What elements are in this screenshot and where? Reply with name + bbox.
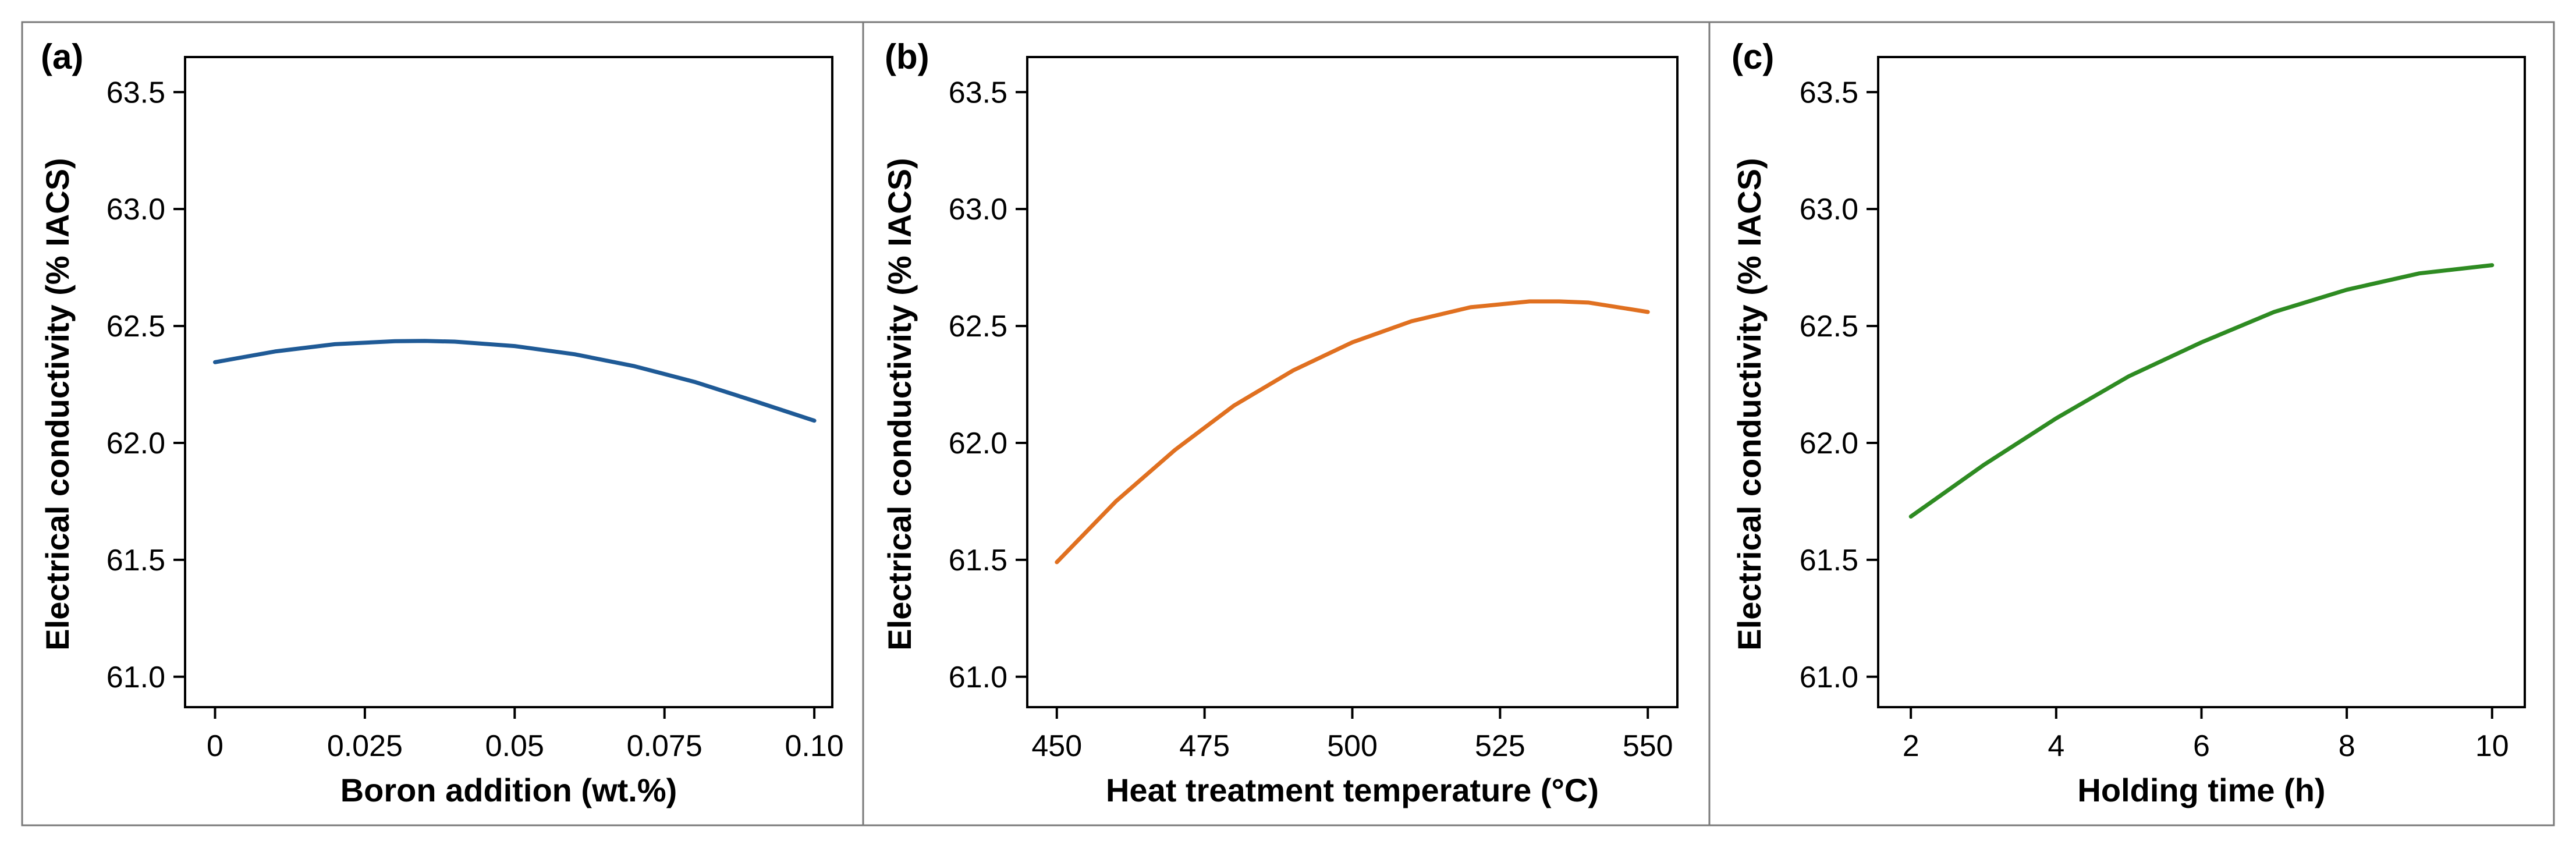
y-tick-label: 63.0 (1800, 193, 1858, 226)
x-tick-label: 6 (2193, 729, 2210, 763)
x-tick-label: 8 (2339, 729, 2355, 763)
y-tick-label: 63.5 (949, 76, 1007, 109)
figure-frame (21, 21, 2555, 826)
x-tick-label: 0.025 (327, 729, 403, 763)
x-tick-label: 0.05 (485, 729, 544, 763)
y-tick-label: 63.5 (1800, 76, 1858, 109)
series-line-1 (1055, 299, 1650, 565)
x-tick-label: 4 (2048, 729, 2064, 763)
x-tick-label: 2 (1903, 729, 1919, 763)
x-tick-label: 450 (1031, 729, 1082, 763)
x-tick-label: 0 (207, 729, 223, 763)
x-axis-title: Heat treatment temperature (°C) (1106, 772, 1599, 808)
x-tick-label: 550 (1623, 729, 1673, 763)
y-axis-title: Electrical conductivity (% IACS) (39, 158, 76, 650)
x-tick-label: 0.10 (785, 729, 844, 763)
panel-3: 2 4 6 8 10 61.0 61.5 62.0 62.5 63.0 63.5 Holding ti… (1731, 37, 2526, 808)
x-axis-title: Boron addition (wt.%) (340, 772, 677, 808)
y-tick-label: 62.5 (949, 310, 1007, 343)
y-tick-label: 63.5 (107, 76, 165, 109)
x-tick-label: 475 (1179, 729, 1230, 763)
series-line-1 (1908, 263, 2495, 519)
y-tick-label: 62.0 (949, 427, 1007, 460)
axes-box (184, 56, 833, 708)
y-tick-label: 63.0 (107, 193, 165, 226)
panel-label: (b) (885, 37, 929, 76)
y-tick-label: 62.0 (1800, 427, 1858, 460)
panels: 0 0.025 0.05 0.075 0.10 61.0 61.5 62.0 62.5 63.0 6… (39, 37, 2526, 808)
panel-label: (c) (1731, 37, 1774, 76)
y-tick-label: 62.5 (1800, 310, 1858, 343)
x-tick-label: 500 (1327, 729, 1378, 763)
panel-2: 450 475 500 525 550 61.0 61.5 62.0 62.5 63.0 63.5 H… (881, 37, 1679, 808)
y-tick-label: 62.0 (107, 427, 165, 460)
y-tick-label: 61.0 (107, 661, 165, 694)
y-axis-title: Electrical conductivity (% IACS) (881, 158, 918, 650)
x-tick-label: 525 (1475, 729, 1525, 763)
y-tick-label: 62.5 (107, 310, 165, 343)
y-tick-label: 61.5 (1800, 544, 1858, 577)
y-tick-label: 61.0 (949, 661, 1007, 694)
x-axis-title: Holding time (h) (2077, 772, 2325, 808)
y-tick-label: 61.5 (949, 544, 1007, 577)
y-tick-label: 61.5 (107, 544, 165, 577)
y-tick-label: 61.0 (1800, 661, 1858, 694)
panel-label: (a) (41, 37, 83, 76)
y-axis-title: Electrical conductivity (% IACS) (1731, 158, 1768, 650)
series-line-1 (213, 339, 817, 423)
y-tick-label: 63.0 (949, 193, 1007, 226)
panel-1: 0 0.025 0.05 0.075 0.10 61.0 61.5 62.0 62.5 63.0 6… (39, 37, 844, 808)
x-tick-label: 0.075 (627, 729, 702, 763)
x-tick-label: 10 (2475, 729, 2509, 763)
